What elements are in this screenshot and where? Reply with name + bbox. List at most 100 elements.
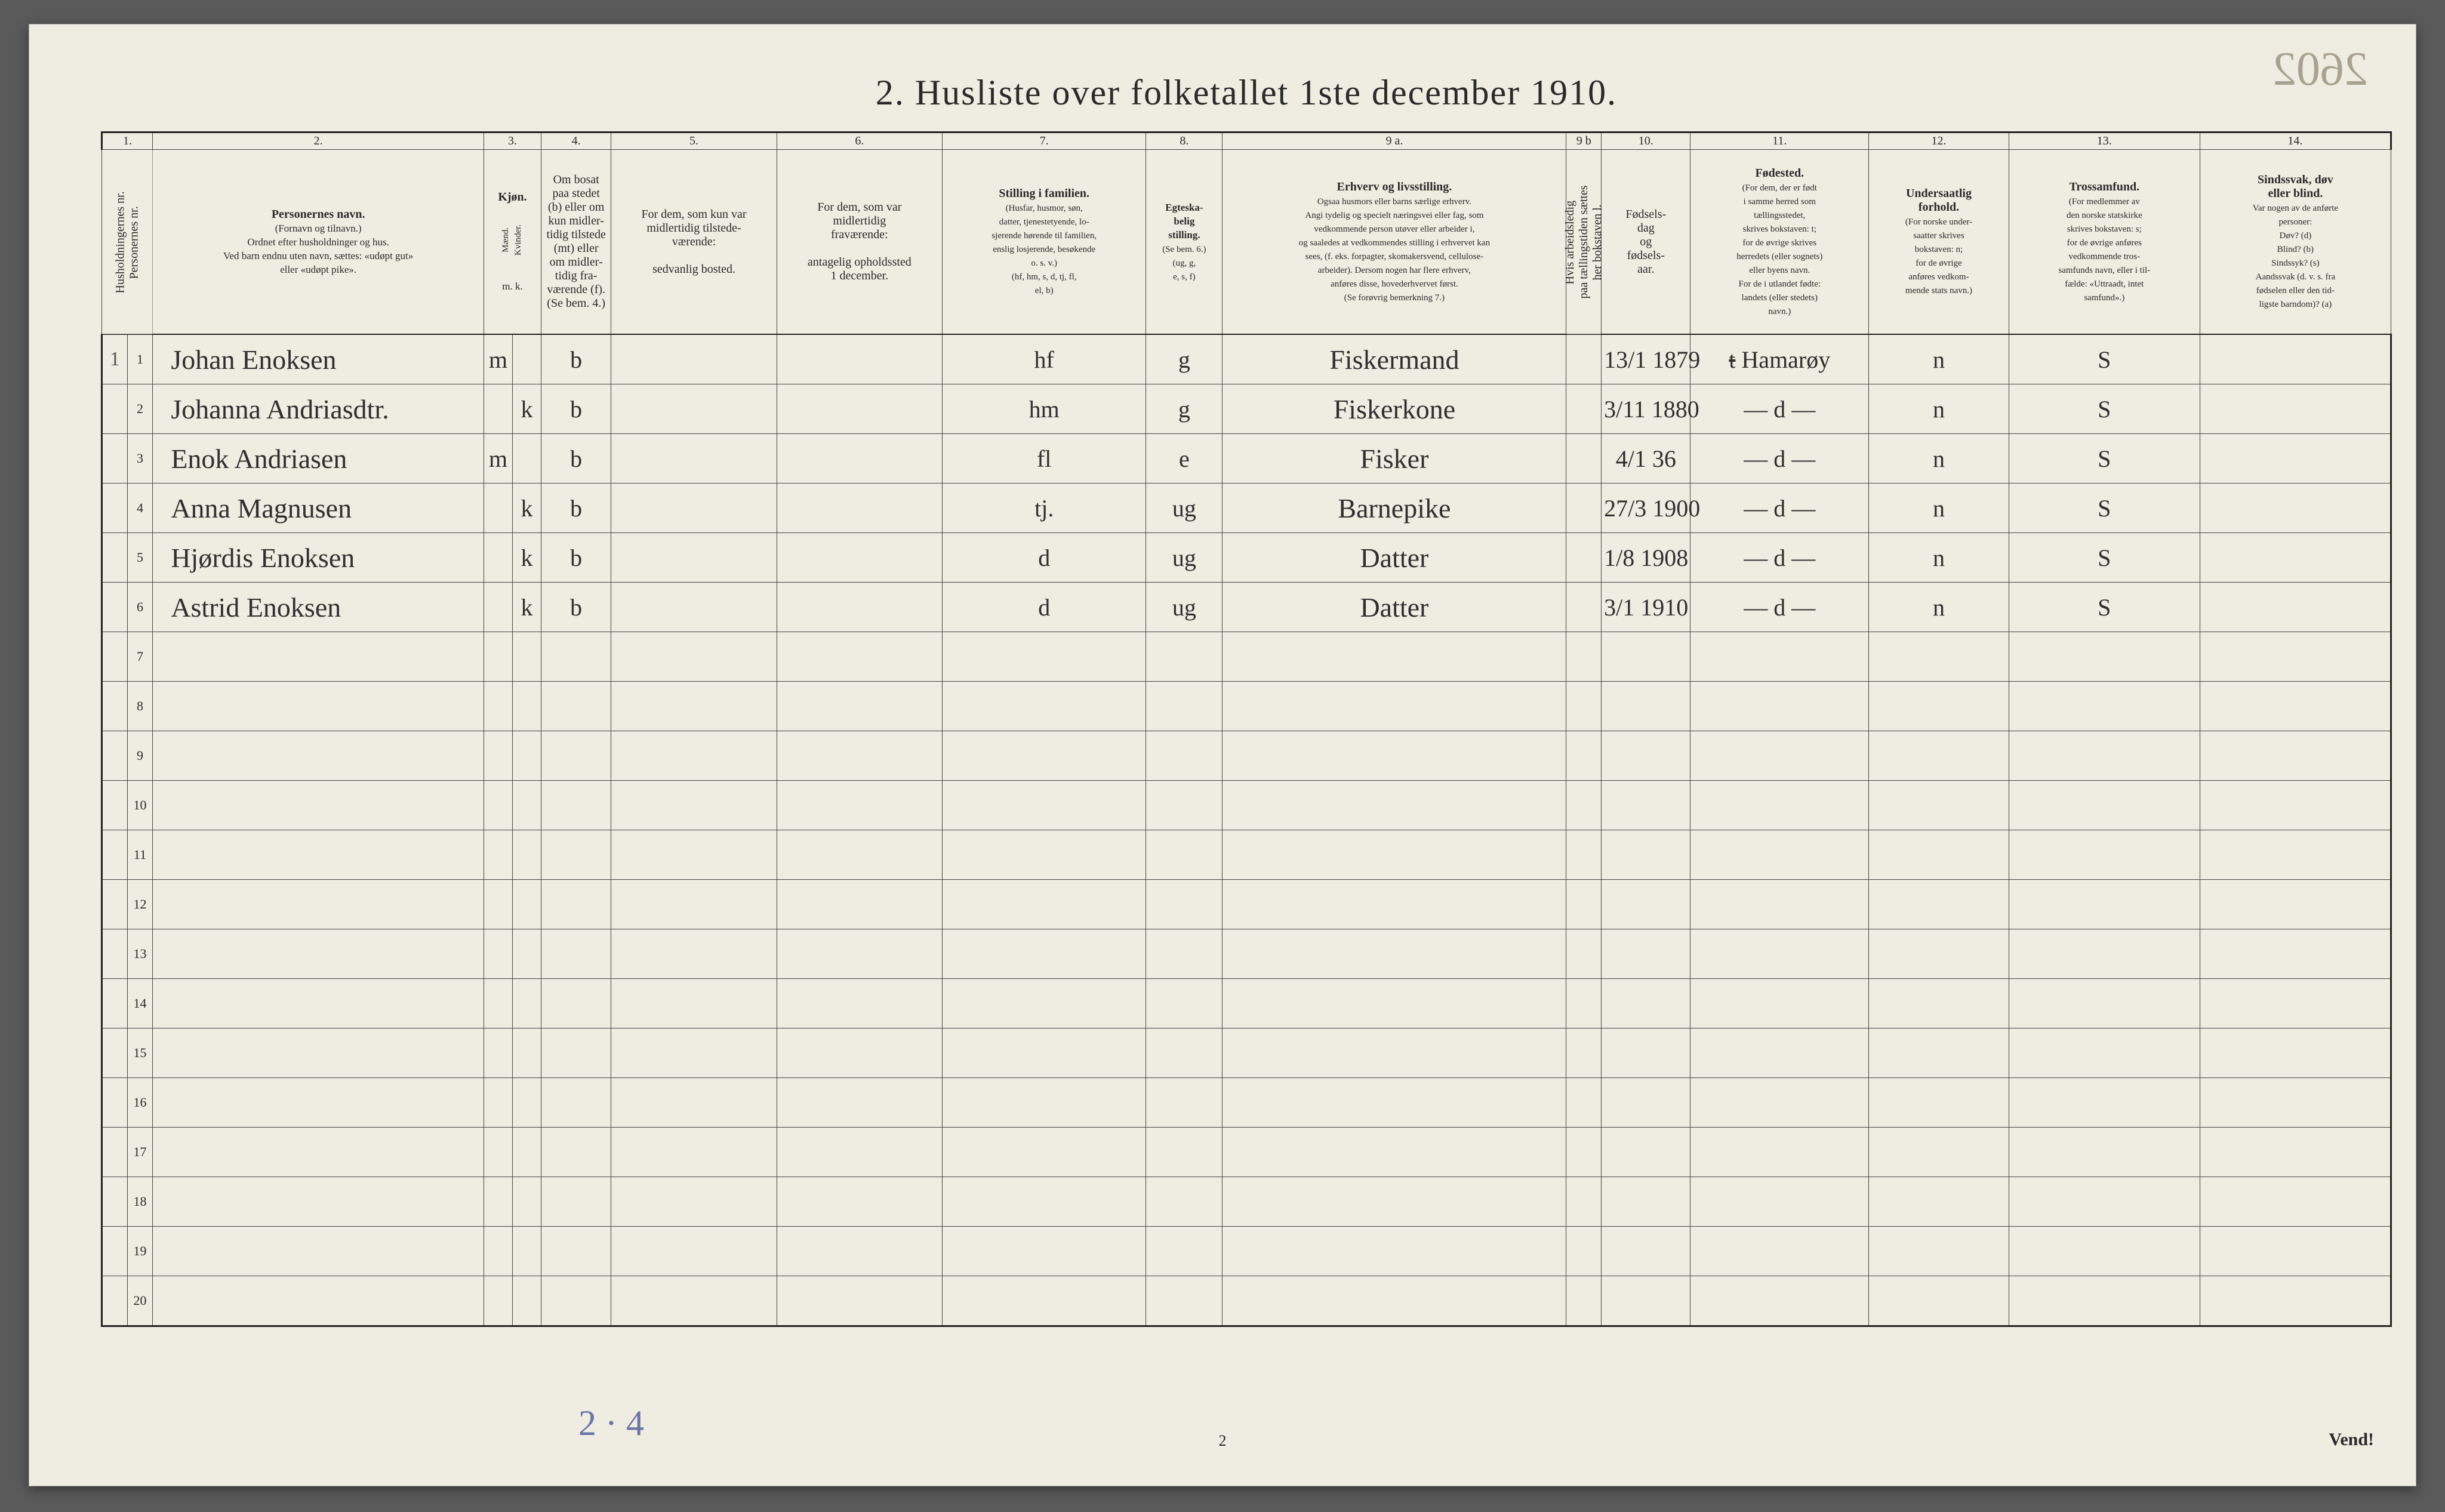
cell-blank <box>1146 880 1222 929</box>
cell-blank <box>153 1128 484 1177</box>
cell-trossamfund: S <box>2009 384 2200 434</box>
colnum-3: 3. <box>484 133 541 150</box>
cell-blank <box>777 1028 942 1078</box>
cell-blank <box>541 1078 611 1128</box>
col14-header: Sindssvak, døveller blind. Var nogen av … <box>2200 150 2391 335</box>
col12-header: Undersaatligforhold. (For norske under-s… <box>1869 150 2009 335</box>
cell-blank <box>2009 1177 2200 1227</box>
cell-trossamfund: S <box>2009 533 2200 583</box>
cell-fodested: — d — <box>1690 484 1869 533</box>
cell-person-nr: 9 <box>127 731 153 781</box>
cell-blank <box>611 1078 777 1128</box>
cell-blank <box>1690 929 1869 979</box>
cell-blank <box>1566 682 1602 731</box>
cell-bosat: b <box>541 334 611 384</box>
cell-blank <box>1602 1177 1690 1227</box>
cell-egteskab: g <box>1146 334 1222 384</box>
cell-household-nr <box>102 682 128 731</box>
cell-blank <box>2009 1128 2200 1177</box>
col7-title: Stilling i familien. <box>999 187 1089 200</box>
cell-household-nr <box>102 731 128 781</box>
cell-blank <box>541 1177 611 1227</box>
cell-blank <box>1602 979 1690 1028</box>
cell-blank <box>611 632 777 682</box>
cell-blank <box>2009 632 2200 682</box>
cell-blank <box>1690 979 1869 1028</box>
cell-household-nr <box>102 1276 128 1326</box>
cell-col6 <box>777 434 942 484</box>
cell-blank <box>2200 979 2391 1028</box>
cell-blank <box>943 979 1146 1028</box>
table-row-blank: 8 <box>102 682 2391 731</box>
table-row-blank: 10 <box>102 781 2391 830</box>
cell-blank <box>484 781 513 830</box>
cell-person-nr: 7 <box>127 632 153 682</box>
cell-blank <box>943 830 1146 880</box>
cell-blank <box>2200 929 2391 979</box>
cell-blank <box>943 1028 1146 1078</box>
table-row: 4Anna Magnusenkbtj.ugBarnepike27/3 1900—… <box>102 484 2391 533</box>
cell-blank <box>2009 682 2200 731</box>
colnum-5: 5. <box>611 133 777 150</box>
cell-col14 <box>2200 334 2391 384</box>
cell-blank <box>943 1177 1146 1227</box>
table-row: 5Hjørdis EnoksenkbdugDatter1/8 1908— d —… <box>102 533 2391 583</box>
cell-blank <box>1146 1078 1222 1128</box>
cell-person-nr: 1 <box>127 334 153 384</box>
cell-blank <box>2200 781 2391 830</box>
col9a-title: Erhverv og livsstilling. <box>1337 180 1452 193</box>
cell-col14 <box>2200 384 2391 434</box>
col8-sub: (Se bem. 6.)(ug, g,e, s, f) <box>1162 245 1206 282</box>
cell-blank <box>1146 781 1222 830</box>
cell-col14 <box>2200 484 2391 533</box>
cell-blank <box>1869 632 2009 682</box>
cell-blank <box>2200 1128 2391 1177</box>
cell-blank <box>513 731 541 781</box>
cell-person-nr: 14 <box>127 979 153 1028</box>
cell-blank <box>1869 1028 2009 1078</box>
col2-header: Personernes navn. (Fornavn og tilnavn.)O… <box>153 150 484 335</box>
cell-sex-m <box>484 583 513 632</box>
cell-blank <box>1222 929 1566 979</box>
cell-sex-k: k <box>513 484 541 533</box>
cell-sex-m <box>484 484 513 533</box>
cell-household-nr <box>102 434 128 484</box>
cell-person-nr: 6 <box>127 583 153 632</box>
document-page: 2602 2. Husliste over folketallet 1ste d… <box>29 24 2416 1486</box>
col7-header: Stilling i familien. (Husfar, husmor, sø… <box>943 150 1146 335</box>
cell-blank <box>2200 1177 2391 1227</box>
cell-blank <box>2200 1078 2391 1128</box>
cell-blank <box>777 632 942 682</box>
cell-blank <box>2200 682 2391 731</box>
cell-person-nr: 16 <box>127 1078 153 1128</box>
cell-blank <box>1222 1276 1566 1326</box>
cell-undersaat: n <box>1869 533 2009 583</box>
cell-person-nr: 10 <box>127 781 153 830</box>
cell-blank <box>153 880 484 929</box>
cell-blank <box>153 1227 484 1276</box>
cell-household-nr <box>102 781 128 830</box>
cell-bosat: b <box>541 434 611 484</box>
cell-blank <box>1222 682 1566 731</box>
cell-stilling: d <box>943 533 1146 583</box>
cell-erhverv: Datter <box>1222 583 1566 632</box>
cell-blank <box>1602 830 1690 880</box>
cell-blank <box>513 1128 541 1177</box>
cell-blank <box>1869 781 2009 830</box>
col1-header: Husholdningernes nr.Personernes nr. <box>102 150 153 335</box>
cell-sex-m <box>484 533 513 583</box>
col13-sub: (For medlemmer avden norske statskirkesk… <box>2058 197 2150 303</box>
cell-blank <box>1566 830 1602 880</box>
cell-blank <box>1869 1078 2009 1128</box>
cell-blank <box>1222 1177 1566 1227</box>
table-row-blank: 18 <box>102 1177 2391 1227</box>
col3-foot: m. k. <box>502 281 522 292</box>
cell-household-nr: 1 <box>102 334 128 384</box>
col12-sub: (For norske under-saatter skrivesbokstav… <box>1905 217 1972 295</box>
cell-blank <box>2200 1028 2391 1078</box>
cell-blank <box>1869 731 2009 781</box>
cell-blank <box>1869 1177 2009 1227</box>
cell-blank <box>1566 731 1602 781</box>
cell-blank <box>1602 731 1690 781</box>
cell-erhverv: Fisker <box>1222 434 1566 484</box>
